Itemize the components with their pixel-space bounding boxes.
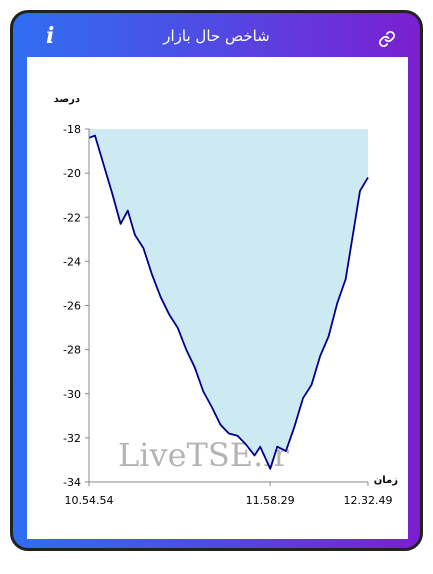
y-tick-label: -26	[63, 300, 81, 313]
x-tick-label: 12.32.49	[344, 494, 393, 507]
y-tick-label: -30	[63, 388, 81, 401]
market-status-card: i شاخص حال بازار درصد زمان LiveTSE.ir -1…	[10, 10, 423, 551]
y-axis-label: درصد	[54, 94, 80, 105]
market-chart: درصد زمان LiveTSE.ir -18-20-22-24-26-28-…	[54, 94, 399, 507]
link-icon[interactable]	[378, 30, 396, 48]
y-tick-label: -22	[63, 211, 81, 224]
page-title: شاخص حال بازار	[163, 27, 270, 45]
card-header: i شاخص حال بازار	[13, 13, 420, 57]
y-tick-label: -20	[63, 167, 81, 180]
x-axis-label: زمان	[374, 475, 398, 486]
series-area	[89, 129, 368, 469]
y-tick-label: -24	[63, 255, 81, 268]
y-tick-label: -18	[63, 123, 81, 136]
chart-panel: درصد زمان LiveTSE.ir -18 -20 -22 -24 -26 -28-…	[27, 57, 408, 539]
y-tick-label: -32	[63, 432, 81, 445]
info-icon[interactable]: i	[46, 23, 55, 49]
x-tick-label: 10.54.54	[65, 494, 114, 507]
y-tick-label: -28	[63, 344, 81, 357]
series-line	[88, 134, 369, 470]
y-tick-label: -34	[63, 476, 81, 489]
x-tick-label: 11.58.29	[246, 494, 295, 507]
